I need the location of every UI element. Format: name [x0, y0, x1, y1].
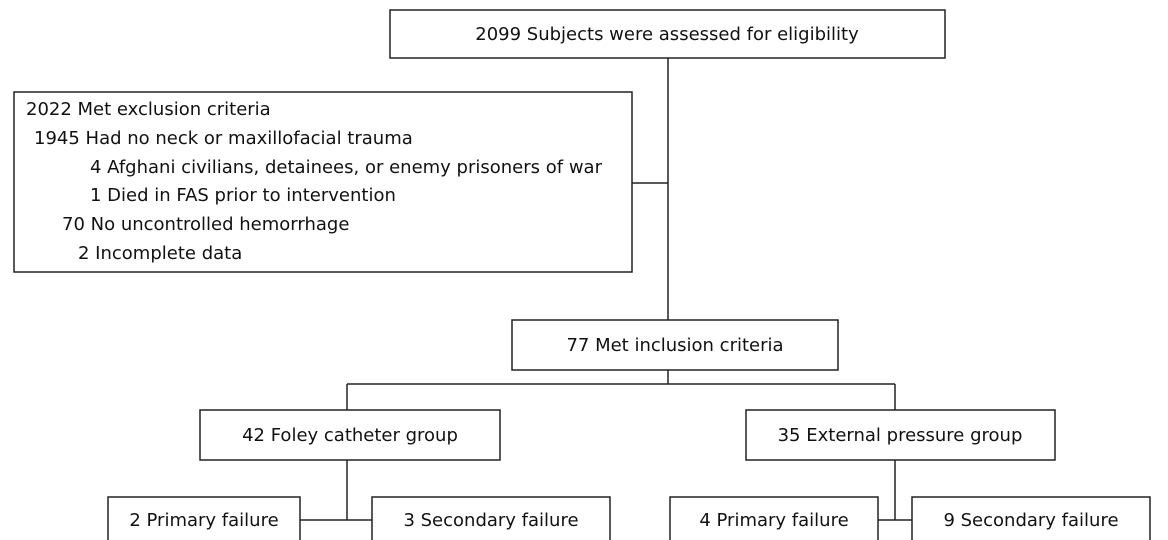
node-label: 2099 Subjects were assessed for eligibil… [475, 24, 859, 45]
node-label: 9 Secondary failure [943, 510, 1118, 531]
box [745, 409, 1056, 461]
exclusion-line: 70 No uncontrolled hemorrhage [62, 214, 349, 235]
node-label: 2 Primary failure [129, 510, 278, 531]
box [511, 319, 839, 371]
node-label: 35 External pressure group [778, 425, 1023, 446]
exclusion-line: 1945 Had no neck or maxillofacial trauma [34, 128, 413, 149]
box [199, 409, 501, 461]
exclusion-line: 4 Afghani civilians, detainees, or enemy… [90, 157, 603, 178]
box [371, 496, 611, 540]
exclusion-line: 1 Died in FAS prior to intervention [90, 185, 396, 206]
box [107, 496, 301, 540]
box [13, 91, 633, 273]
node-label: 42 Foley catheter group [242, 425, 458, 446]
node-label: 3 Secondary failure [403, 510, 578, 531]
box [669, 496, 879, 540]
box [911, 496, 1151, 540]
node-label: 4 Primary failure [699, 510, 848, 531]
exclusion-line: 2022 Met exclusion criteria [26, 99, 271, 120]
node-label: 77 Met inclusion criteria [566, 335, 783, 356]
box [389, 9, 946, 59]
exclusion-line: 2 Incomplete data [78, 243, 242, 264]
